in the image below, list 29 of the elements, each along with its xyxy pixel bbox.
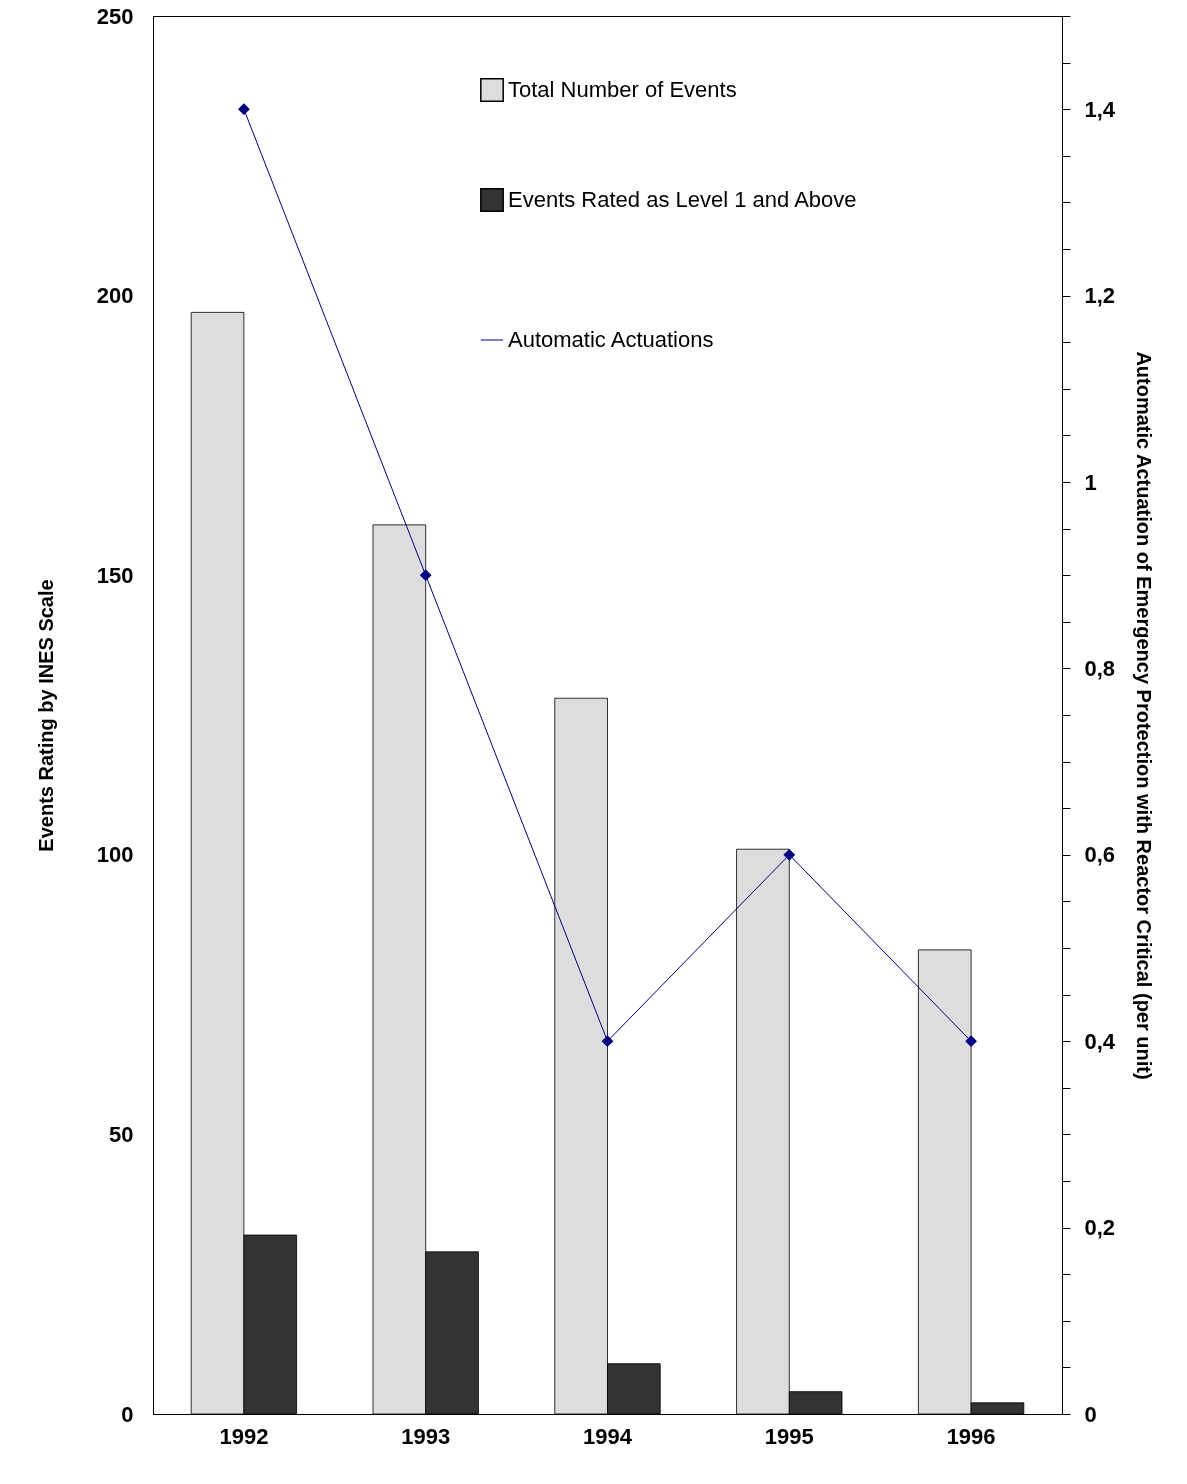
- y2-tick-label: 0: [1084, 1401, 1097, 1427]
- y2-tick-label: 1,4: [1084, 96, 1116, 122]
- point: [965, 1035, 977, 1047]
- y2-tick-label: 1: [1084, 469, 1097, 495]
- point: [602, 1035, 613, 1047]
- y2-axis-title: Automatic Actuation of Emergency Protection with Reactor Critical (per unit): [1133, 351, 1156, 1080]
- y2-tick-label: 0,4: [1084, 1028, 1116, 1054]
- y-tick-label: 150: [96, 562, 134, 588]
- y-tick-label: 100: [96, 842, 134, 868]
- y-axis-title: Events Rating by INES Scale: [34, 579, 57, 852]
- x-tick-label: 1995: [764, 1423, 814, 1449]
- x-tick-label: 1996: [946, 1423, 996, 1449]
- point: [420, 569, 432, 581]
- y2-tick-label: 0,6: [1084, 842, 1116, 868]
- point: [783, 849, 795, 861]
- y2-tick-label: 0,2: [1084, 1215, 1116, 1241]
- y2-tick-label: 0,8: [1084, 655, 1116, 681]
- y2-tick-label: 1,2: [1084, 283, 1116, 309]
- legend-label: Total Number of Events: [508, 77, 737, 102]
- y-tick-label: 200: [96, 283, 134, 309]
- x-tick-label: 1992: [219, 1423, 269, 1449]
- y-tick-label: 250: [96, 3, 134, 29]
- y-tick-label: 50: [109, 1121, 134, 1147]
- x-tick-label: 1993: [401, 1423, 451, 1449]
- legend-label: Events Rated as Level 1 and Above: [508, 187, 857, 212]
- y-tick-label: 0: [121, 1401, 134, 1427]
- x-tick-label: 1994: [583, 1423, 633, 1449]
- legend-label: Automatic Actuations: [508, 327, 714, 352]
- point: [238, 103, 250, 115]
